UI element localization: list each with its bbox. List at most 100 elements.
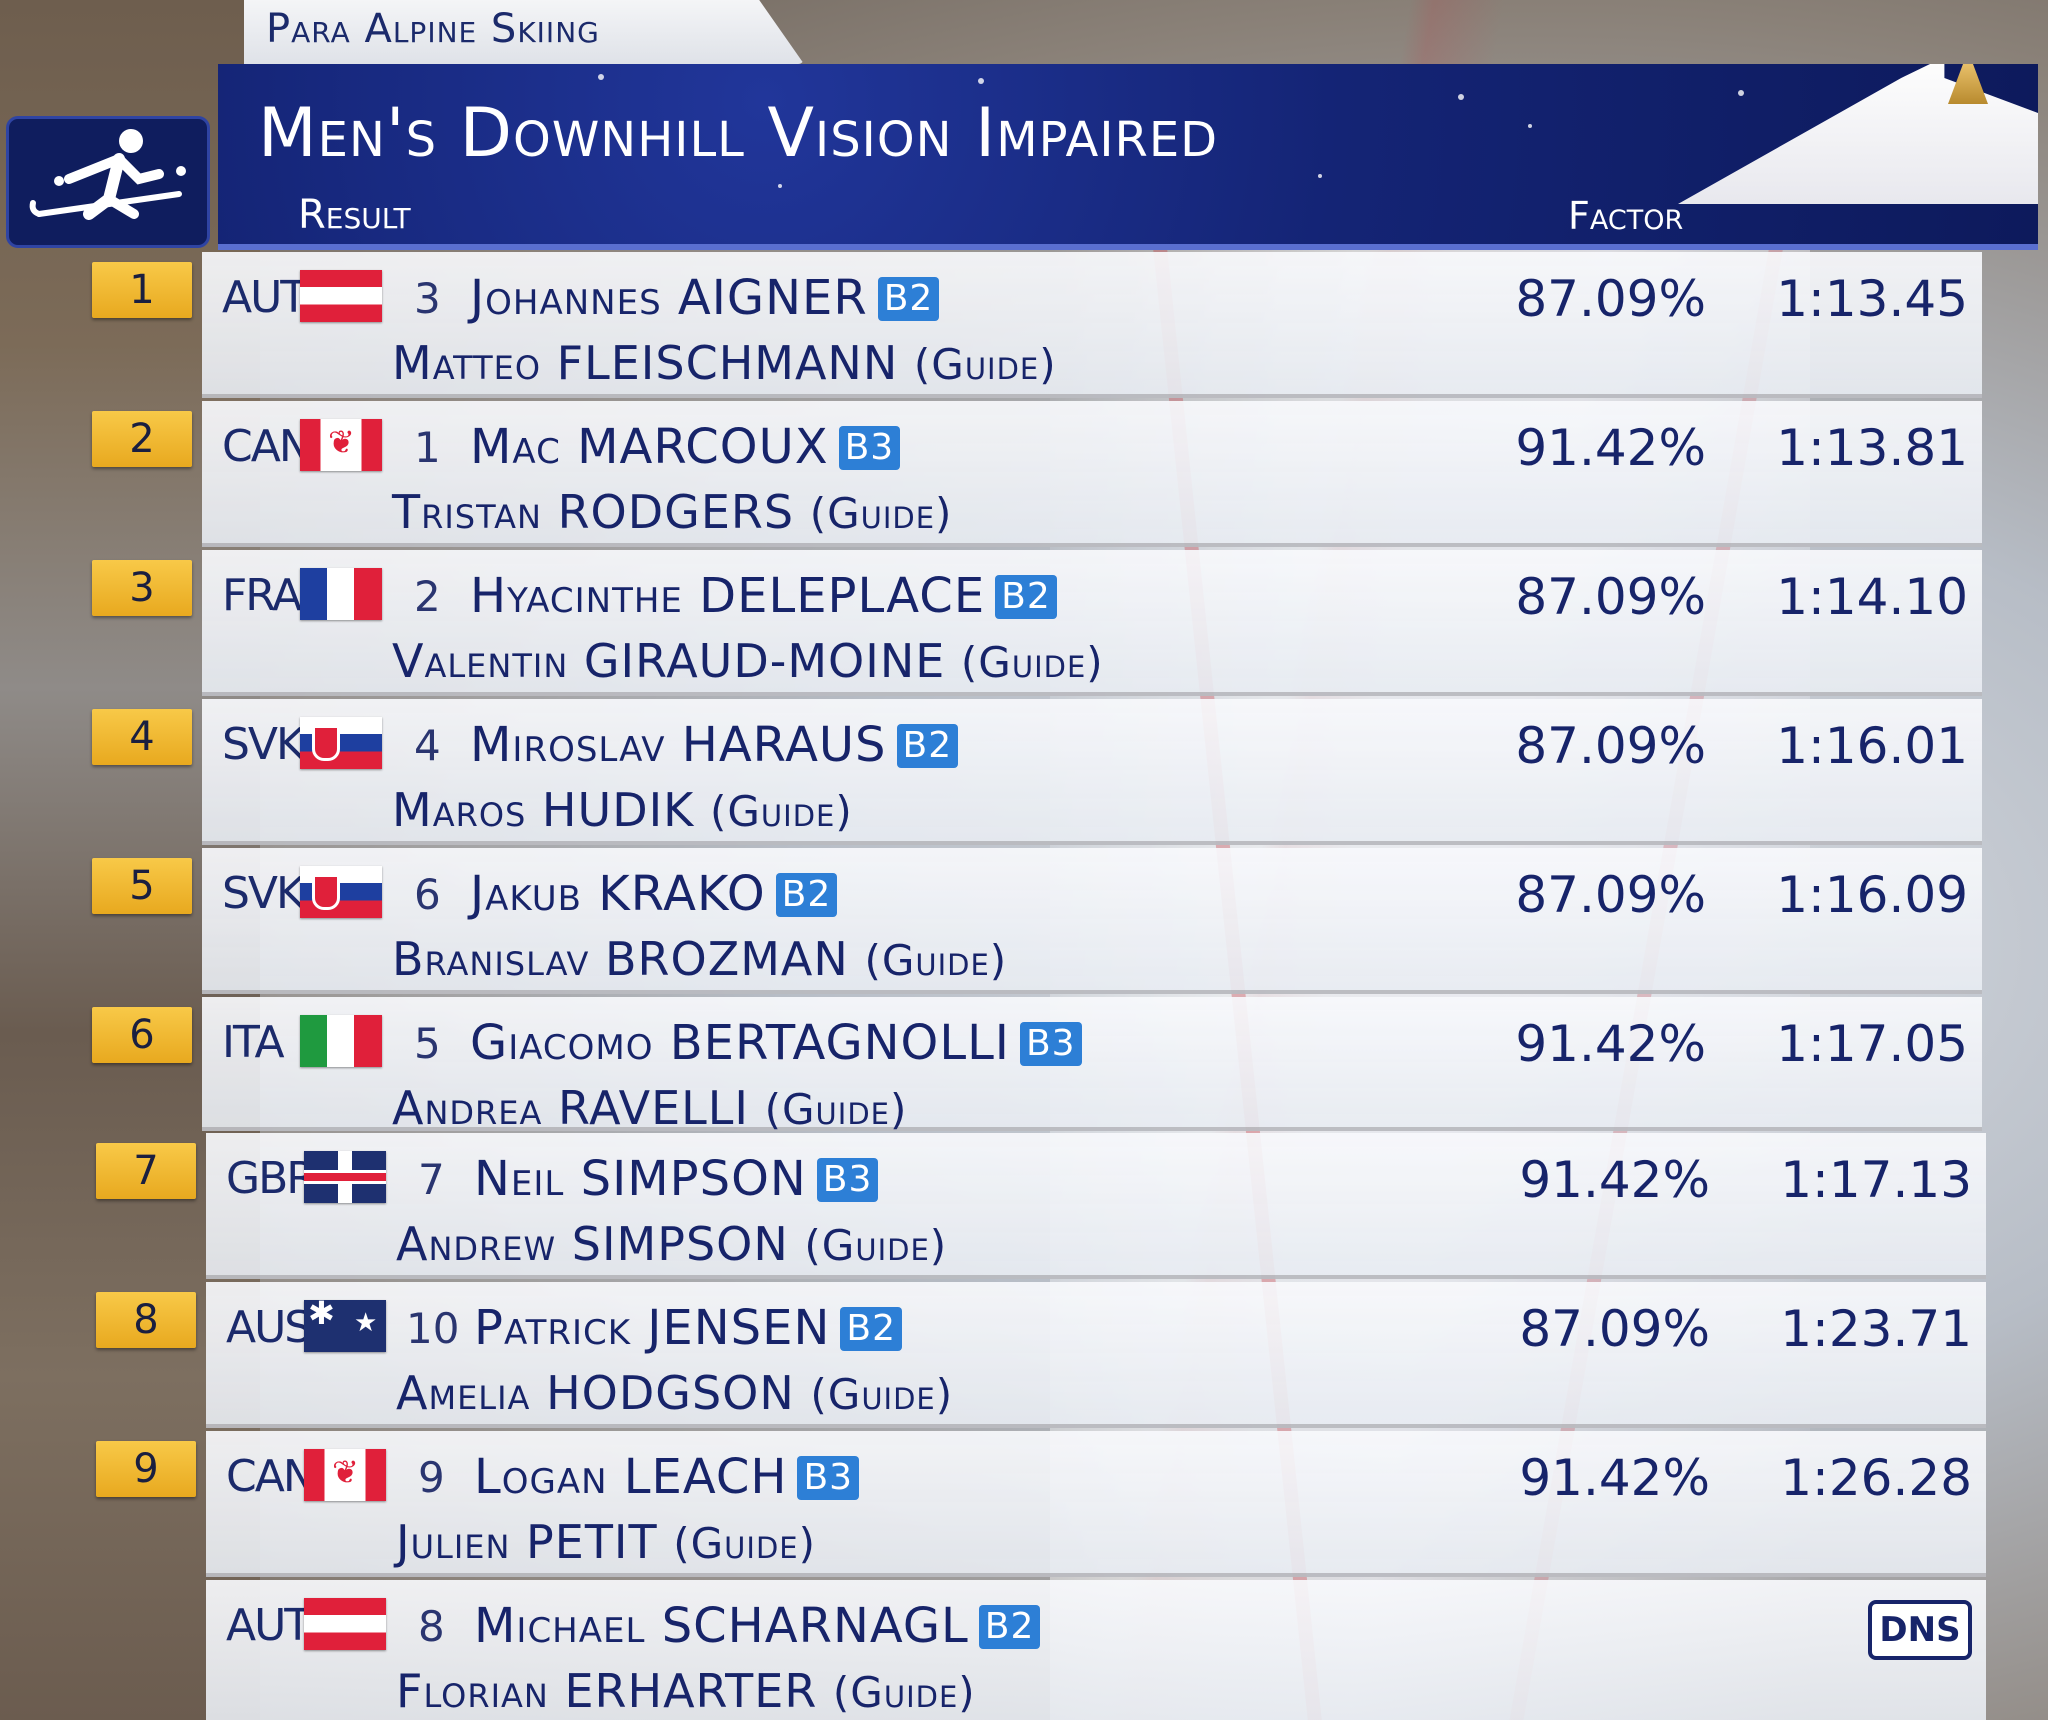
noc-code: AUT xyxy=(226,1600,311,1651)
sport-name: Para Alpine Skiing xyxy=(266,6,600,52)
slovakia-flag-icon xyxy=(300,717,382,769)
bib-number: 6 xyxy=(414,870,441,919)
class-badge: B2 xyxy=(877,277,940,321)
bib-number: 1 xyxy=(414,423,441,472)
rank-badge: 6 xyxy=(92,1007,192,1063)
athlete-name: Mac MARCOUX B3 xyxy=(470,419,901,475)
rank-badge: 5 xyxy=(92,858,192,914)
noc-code: AUT xyxy=(222,272,307,323)
guide-name: Andrea RAVELLI (Guide) xyxy=(392,1081,908,1135)
time-value: 1:16.09 xyxy=(1776,866,1968,924)
class-badge: B3 xyxy=(797,1456,860,1500)
result-row: 3 FRA 2 Hyacinthe DELEPLACE B2 Valentin G… xyxy=(92,550,1982,696)
athlete-name: Giacomo BERTAGNOLLI B3 xyxy=(470,1015,1082,1071)
rank-badge: 1 xyxy=(92,262,192,318)
class-badge: B2 xyxy=(896,724,959,768)
result-row: 4 SVK 4 Miroslav HARAUS B2 Maros HUDIK (G… xyxy=(92,699,1982,845)
athlete-name: Hyacinthe DELEPLACE B2 xyxy=(470,568,1057,624)
result-label: Result xyxy=(298,192,411,238)
factor-value: 87.09% xyxy=(1515,270,1706,328)
para-alpine-skier-icon xyxy=(6,116,210,248)
france-flag-icon xyxy=(300,568,382,620)
factor-value: 87.09% xyxy=(1515,717,1706,775)
great-britain-flag-icon xyxy=(304,1151,386,1203)
australia-flag-icon xyxy=(304,1300,386,1352)
bib-number: 10 xyxy=(406,1304,460,1353)
austria-flag-icon xyxy=(300,270,382,322)
result-row: 6 ITA 5 Giacomo BERTAGNOLLI B3 Andrea RAV… xyxy=(92,997,1982,1135)
bib-number: 2 xyxy=(414,572,441,621)
time-value: 1:26.28 xyxy=(1780,1449,1972,1507)
factor-value: 91.42% xyxy=(1519,1449,1710,1507)
result-row: 7 GBR 7 Neil SIMPSON B3 Andrew SIMPSON (G… xyxy=(96,1133,1986,1279)
factor-column-label: Factor xyxy=(1568,194,1684,238)
factor-value: 91.42% xyxy=(1519,1151,1710,1209)
time-value: 1:17.05 xyxy=(1776,1015,1968,1073)
guide-name: Tristan RODGERS (Guide) xyxy=(392,485,953,539)
results-header: Men's Downhill Vision Impaired Result Fa… xyxy=(218,64,2038,250)
rank-badge: 9 xyxy=(96,1441,196,1497)
time-value: 1:17.13 xyxy=(1780,1151,1972,1209)
dns-status-badge: DNS xyxy=(1868,1600,1972,1660)
class-badge: B2 xyxy=(775,873,838,917)
guide-name: Julien PETIT (Guide) xyxy=(396,1515,816,1569)
athlete-name: Patrick JENSEN B2 xyxy=(474,1300,902,1356)
result-row-dns: AUT 8 Michael SCHARNAGL B2 Florian ERHART… xyxy=(206,1580,1986,1720)
class-badge: B2 xyxy=(978,1605,1041,1649)
guide-name: Amelia HODGSON (Guide) xyxy=(396,1366,954,1420)
guide-name: Florian ERHARTER (Guide) xyxy=(396,1664,976,1718)
result-row: 5 SVK 6 Jakub KRAKO B2 Branislav BROZMAN … xyxy=(92,848,1982,994)
canada-flag-icon xyxy=(300,419,382,471)
class-badge: B3 xyxy=(816,1158,879,1202)
noc-code: CAN xyxy=(222,421,312,472)
factor-value: 91.42% xyxy=(1515,419,1706,477)
athlete-name: Logan LEACH B3 xyxy=(474,1449,860,1505)
sport-tab: Para Alpine Skiing xyxy=(244,0,804,64)
noc-code: SVK xyxy=(222,868,305,919)
athlete-name: Michael SCHARNAGL B2 xyxy=(474,1598,1041,1654)
guide-name: Andrew SIMPSON (Guide) xyxy=(396,1217,948,1271)
canada-flag-icon xyxy=(304,1449,386,1501)
rank-badge: 2 xyxy=(92,411,192,467)
athlete-name: Jakub KRAKO B2 xyxy=(470,866,838,922)
athlete-name: Johannes AIGNER B2 xyxy=(470,270,940,326)
noc-code: FRA xyxy=(222,570,302,621)
rank-badge: 8 xyxy=(96,1292,196,1348)
slovakia-flag-icon xyxy=(300,866,382,918)
rank-badge: 4 xyxy=(92,709,192,765)
athlete-name: Miroslav HARAUS B2 xyxy=(470,717,959,773)
time-value: 1:23.71 xyxy=(1780,1300,1972,1358)
bib-number: 7 xyxy=(418,1155,445,1204)
guide-name: Valentin GIRAUD-MOINE (Guide) xyxy=(392,634,1104,688)
guide-name: Matteo FLEISCHMANN (Guide) xyxy=(392,336,1057,390)
guide-name: Branislav BROZMAN (Guide) xyxy=(392,932,1008,986)
noc-code: GBR xyxy=(226,1153,317,1204)
event-title: Men's Downhill Vision Impaired xyxy=(258,94,1219,173)
bib-number: 4 xyxy=(414,721,441,770)
rank-badge: 7 xyxy=(96,1143,196,1199)
athlete-name: Neil SIMPSON B3 xyxy=(474,1151,879,1207)
class-badge: B3 xyxy=(1019,1022,1082,1066)
factor-value: 87.09% xyxy=(1515,568,1706,626)
bib-number: 8 xyxy=(418,1602,445,1651)
mountain-graphic xyxy=(1678,64,2038,204)
class-badge: B3 xyxy=(838,426,901,470)
result-row: 1 AUT 3 Johannes AIGNER B2 Matteo FLEISCH… xyxy=(92,252,1982,398)
noc-code: SVK xyxy=(222,719,305,770)
time-value: 1:16.01 xyxy=(1776,717,1968,775)
rank-badge: 3 xyxy=(92,560,192,616)
noc-code: ITA xyxy=(222,1017,285,1068)
guide-name: Maros HUDIK (Guide) xyxy=(392,783,853,837)
factor-value: 91.42% xyxy=(1515,1015,1706,1073)
time-value: 1:13.81 xyxy=(1776,419,1968,477)
class-badge: B2 xyxy=(995,575,1057,619)
class-badge: B2 xyxy=(840,1307,902,1351)
austria-flag-icon xyxy=(304,1598,386,1650)
factor-value: 87.09% xyxy=(1515,866,1706,924)
time-value: 1:14.10 xyxy=(1776,568,1968,626)
noc-code: CAN xyxy=(226,1451,316,1502)
time-value: 1:13.45 xyxy=(1776,270,1968,328)
